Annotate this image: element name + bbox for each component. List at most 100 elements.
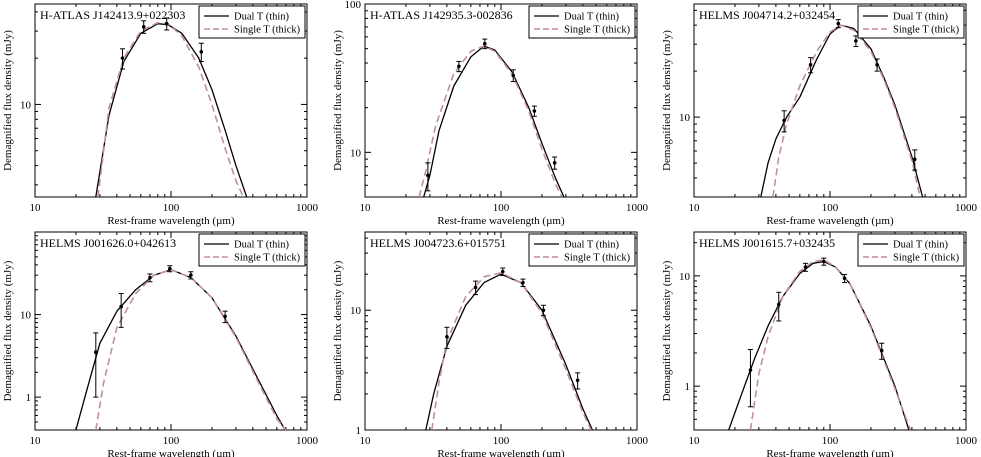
legend-box xyxy=(528,233,636,267)
y-axis-label: Demagnified flux density (mJy) xyxy=(2,260,14,401)
curves xyxy=(728,259,912,430)
x-tick-label: 1000 xyxy=(955,435,978,447)
data-point xyxy=(120,48,126,70)
curves xyxy=(425,272,593,430)
legend-label: Dual T (thin) xyxy=(564,12,620,23)
data-point xyxy=(141,20,147,34)
y-axis-label: Demagnified flux density (mJy) xyxy=(661,30,673,171)
x-tick-label: 100 xyxy=(822,202,839,214)
data-marker xyxy=(854,39,858,43)
data-point xyxy=(781,110,787,133)
series-line-single-t xyxy=(749,259,912,430)
y-tick-label: 10 xyxy=(679,271,691,283)
x-tick-label: 10 xyxy=(689,435,701,447)
y-tick-label: 10 xyxy=(20,99,32,111)
data-point xyxy=(552,156,558,170)
data-point xyxy=(482,38,488,50)
y-axis-label: Demagnified flux density (mJy) xyxy=(2,30,14,171)
data-points xyxy=(747,257,885,408)
x-tick-label: 100 xyxy=(822,435,839,447)
data-marker xyxy=(120,56,125,60)
panel-title: H-ATLAS J142413.9+022303 xyxy=(40,8,185,22)
series-line-dual-t xyxy=(75,268,286,430)
legend-box xyxy=(198,233,306,267)
y-tick-label: 1 xyxy=(685,381,691,393)
legend-label: Single T (thick) xyxy=(893,25,960,36)
x-tick-label: 10 xyxy=(360,435,372,447)
x-tick-label: 100 xyxy=(493,202,510,214)
data-points xyxy=(93,265,228,398)
data-marker xyxy=(482,41,487,46)
legend-box xyxy=(198,5,306,39)
y-tick-label: 10 xyxy=(20,310,32,322)
data-marker xyxy=(426,173,430,178)
legend-label: Single T (thick) xyxy=(234,25,301,36)
x-tick-label: 1000 xyxy=(296,435,319,447)
data-point xyxy=(444,326,450,349)
y-tick-label: 10 xyxy=(350,305,362,317)
data-marker xyxy=(803,265,808,269)
data-marker xyxy=(223,314,227,319)
x-tick-label: 100 xyxy=(163,202,180,214)
data-point xyxy=(425,162,431,192)
y-tick-label: 10 xyxy=(679,112,691,124)
x-tick-label: 10 xyxy=(360,202,372,214)
data-marker xyxy=(445,335,449,339)
data-point xyxy=(456,60,462,73)
legend: Dual T (thin) Single T (thick) xyxy=(528,233,636,267)
legend-label: Dual T (thin) xyxy=(234,240,290,251)
x-axis-label: Rest-frame wavelength (µm) xyxy=(437,448,565,457)
data-point xyxy=(167,265,173,273)
data-point xyxy=(164,17,170,31)
data-marker xyxy=(836,21,841,26)
data-marker xyxy=(552,161,557,165)
panel-3: 10 100 1000 10 Rest-frame wavelength (µm) Dem… xyxy=(661,3,978,227)
data-marker xyxy=(511,73,516,78)
legend: Dual T (thin) Single T (thick) xyxy=(857,233,965,267)
legend-label: Dual T (thin) xyxy=(893,240,949,251)
curves xyxy=(75,268,287,430)
data-points xyxy=(781,19,918,171)
data-marker xyxy=(119,304,123,309)
data-marker xyxy=(94,350,98,355)
legend-label: Single T (thick) xyxy=(234,253,301,264)
data-point xyxy=(222,310,228,324)
legend-box xyxy=(857,233,965,267)
curves xyxy=(760,24,924,197)
legend-label: Single T (thick) xyxy=(564,253,631,264)
x-tick-label: 1000 xyxy=(955,202,978,214)
data-marker xyxy=(821,259,826,264)
panel-1: 10 100 1000 10 Rest-frame wavelength (µm) Dem… xyxy=(2,3,319,227)
legend-box xyxy=(528,5,636,39)
legend: Dual T (thin) Single T (thick) xyxy=(528,5,636,39)
x-axis-label: Rest-frame wavelength (µm) xyxy=(766,448,894,457)
data-point xyxy=(540,304,546,317)
data-point xyxy=(747,348,753,408)
data-point xyxy=(118,292,124,328)
curves xyxy=(418,45,565,197)
series-line-single-t xyxy=(431,272,592,430)
data-points xyxy=(425,38,558,192)
x-axis-label: Rest-frame wavelength (µm) xyxy=(437,215,565,227)
y-tick-label: 10 xyxy=(350,147,362,159)
data-marker xyxy=(782,118,786,123)
x-tick-label: 100 xyxy=(493,435,510,447)
panel-title: HELMS J004723.6+015751 xyxy=(370,236,506,250)
data-marker xyxy=(875,62,879,67)
data-marker xyxy=(473,285,478,290)
x-axis-label: Rest-frame wavelength (µm) xyxy=(107,448,235,457)
data-marker xyxy=(842,276,847,281)
data-marker xyxy=(748,368,753,372)
data-marker xyxy=(532,109,537,113)
legend: Dual T (thin) Single T (thick) xyxy=(198,5,306,39)
data-marker xyxy=(164,21,169,26)
y-axis-label: Demagnified flux density (mJy) xyxy=(332,260,344,401)
data-marker xyxy=(457,64,461,69)
data-point xyxy=(842,273,848,284)
series-line-dual-t xyxy=(423,45,565,197)
legend-label: Dual T (thin) xyxy=(893,12,949,23)
data-marker xyxy=(141,24,146,29)
